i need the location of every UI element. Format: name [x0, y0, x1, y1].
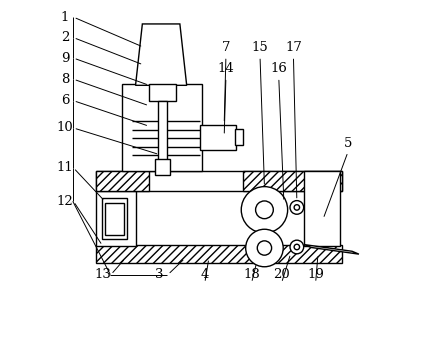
Text: 10: 10 — [57, 121, 73, 134]
Circle shape — [290, 200, 303, 214]
Text: 12: 12 — [57, 195, 73, 208]
Text: 19: 19 — [307, 268, 324, 281]
Bar — [155, 159, 170, 175]
Circle shape — [241, 187, 287, 233]
Text: 2: 2 — [61, 31, 69, 44]
Text: 5: 5 — [344, 137, 352, 150]
Text: 9: 9 — [61, 52, 69, 64]
Text: 18: 18 — [243, 268, 260, 281]
Circle shape — [257, 241, 271, 255]
Bar — [102, 198, 127, 239]
Circle shape — [290, 240, 303, 254]
Text: 8: 8 — [61, 73, 69, 86]
Bar — [96, 171, 342, 191]
Text: 15: 15 — [251, 41, 268, 54]
Text: 20: 20 — [273, 268, 290, 281]
Bar — [158, 101, 167, 174]
Bar — [122, 84, 202, 171]
Circle shape — [294, 244, 299, 250]
Bar — [304, 171, 340, 246]
Bar — [96, 245, 342, 263]
Polygon shape — [304, 245, 359, 254]
Text: 11: 11 — [57, 161, 73, 174]
Circle shape — [246, 229, 283, 267]
Circle shape — [294, 205, 299, 210]
Text: 14: 14 — [218, 62, 234, 76]
Text: 17: 17 — [285, 41, 302, 54]
Text: 1: 1 — [61, 11, 69, 24]
Bar — [243, 171, 342, 191]
Bar — [200, 125, 236, 150]
Text: 4: 4 — [201, 268, 209, 281]
Circle shape — [255, 201, 273, 219]
Bar — [96, 171, 149, 191]
Polygon shape — [136, 24, 187, 85]
Text: 13: 13 — [94, 268, 111, 281]
Bar — [96, 191, 136, 246]
Bar — [149, 84, 177, 101]
Text: 16: 16 — [270, 62, 287, 76]
Bar — [235, 129, 243, 145]
Text: 7: 7 — [222, 41, 230, 54]
Bar — [105, 203, 124, 235]
Text: 3: 3 — [155, 268, 164, 281]
Text: 6: 6 — [61, 94, 69, 107]
